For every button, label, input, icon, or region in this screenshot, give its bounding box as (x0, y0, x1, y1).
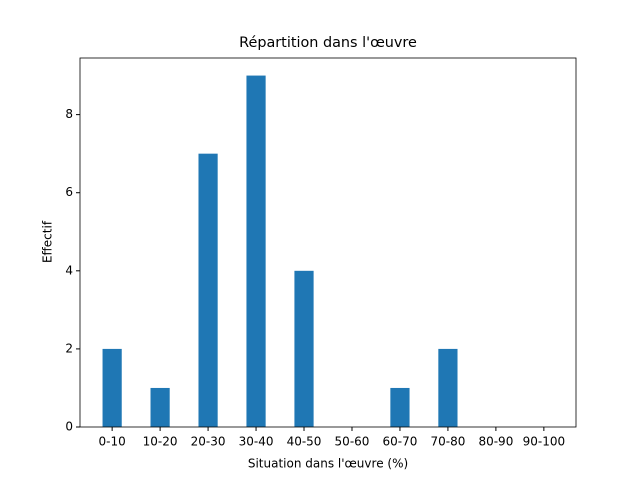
bar (102, 348, 122, 427)
x-tick-label: 70-80 (430, 435, 465, 449)
axes-frame (79, 57, 577, 428)
y-tick-label: 8 (65, 107, 73, 121)
bar (294, 270, 314, 427)
bar (438, 348, 458, 427)
chart-title: Répartition dans l'œuvre (239, 35, 417, 51)
y-tick-label: 6 (65, 185, 73, 199)
bar (198, 153, 218, 427)
x-tick-label: 90-100 (523, 435, 566, 449)
bar (390, 387, 410, 427)
x-tick-label: 20-30 (191, 435, 226, 449)
x-tick-label: 10-20 (143, 435, 178, 449)
x-tick-label: 40-50 (287, 435, 322, 449)
y-tick-label: 4 (65, 263, 73, 277)
y-tick-label: 0 (65, 420, 73, 434)
x-tick-label: 30-40 (239, 435, 274, 449)
x-tick-label: 50-60 (335, 435, 370, 449)
x-axis-label: Situation dans l'œuvre (%) (248, 457, 408, 471)
bar (246, 75, 266, 428)
x-tick-label: 60-70 (383, 435, 418, 449)
y-tick-label: 2 (65, 341, 73, 355)
x-tick-label: 80-90 (478, 435, 513, 449)
y-axis-label: Effectif (41, 220, 55, 263)
x-tick-label: 0-10 (99, 435, 126, 449)
bar (150, 387, 170, 427)
